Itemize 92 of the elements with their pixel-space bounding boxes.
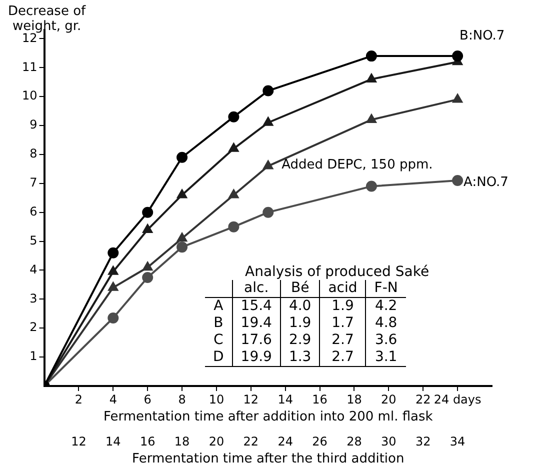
data-label: 1.9 bbox=[280, 315, 320, 332]
y-tick-label: 7 bbox=[30, 176, 38, 190]
point bbox=[142, 206, 154, 218]
y-tick-label: 10 bbox=[22, 88, 38, 103]
data-label: 2.7 bbox=[320, 332, 366, 349]
x-tick-label: 2 bbox=[74, 392, 83, 406]
x2-tick-label: 26 bbox=[312, 434, 328, 448]
data-label: 2.9 bbox=[280, 332, 320, 349]
point bbox=[262, 206, 274, 218]
x2-tick-label: 34 bbox=[450, 434, 466, 448]
category-label: A bbox=[212, 298, 224, 315]
x2-tick-label: 18 bbox=[174, 434, 190, 448]
x2-tick-label: 22 bbox=[243, 434, 259, 448]
point bbox=[108, 247, 119, 258]
x-tick-label: 12 bbox=[243, 392, 259, 406]
x2-axis-title: Fermentation time after the third addition bbox=[132, 452, 404, 467]
y-tick-label: 11 bbox=[22, 60, 38, 74]
point bbox=[177, 232, 187, 242]
y-tick-label: 4 bbox=[30, 262, 38, 276]
point bbox=[228, 221, 240, 232]
x-tick-label: 8 bbox=[178, 392, 186, 406]
point bbox=[452, 175, 464, 186]
x-tick-label: 6 bbox=[144, 392, 152, 406]
y-tick-label: 5 bbox=[30, 233, 38, 248]
x-tick-label: 14 bbox=[278, 392, 293, 406]
point bbox=[142, 272, 154, 283]
category-label: B bbox=[212, 315, 224, 332]
point bbox=[108, 312, 119, 324]
category-label: C bbox=[212, 332, 224, 349]
point bbox=[366, 50, 377, 62]
data-label: 17.6 bbox=[232, 332, 280, 349]
point bbox=[452, 50, 464, 62]
point bbox=[142, 262, 152, 271]
x-tick-label: 24 days bbox=[434, 392, 482, 406]
series-label: A:NO.7 bbox=[464, 174, 508, 190]
data-label: 4.8 bbox=[366, 315, 406, 332]
annotation: Added DEPC, 150 ppm. bbox=[282, 158, 433, 173]
y-tick-label: 1 bbox=[30, 349, 38, 364]
series-label: B:NO.7 bbox=[460, 28, 505, 44]
category-label: D bbox=[205, 349, 232, 366]
legend-label: alc. bbox=[232, 280, 280, 298]
x2-tick-label: 12 bbox=[71, 434, 86, 448]
y-tick-label: 6 bbox=[30, 204, 38, 218]
data-label: 4.2 bbox=[366, 298, 406, 315]
x2-tick-label: 20 bbox=[208, 434, 224, 448]
data-label: 1.7 bbox=[320, 315, 366, 332]
point bbox=[366, 114, 376, 123]
y-tick-label: 9 bbox=[30, 118, 38, 132]
x-tick-label: 10 bbox=[208, 392, 224, 406]
point bbox=[452, 94, 462, 103]
point bbox=[262, 85, 274, 96]
point bbox=[176, 152, 188, 163]
x2-tick-label: 30 bbox=[381, 434, 396, 448]
data-label: 3.1 bbox=[366, 349, 406, 366]
point bbox=[228, 189, 239, 198]
data-label: 1.9 bbox=[320, 298, 366, 315]
data-label: 2.7 bbox=[320, 349, 366, 366]
point bbox=[108, 282, 118, 291]
x2-tick-label: 14 bbox=[106, 434, 121, 448]
x2-tick-label: 28 bbox=[346, 434, 362, 448]
point bbox=[228, 143, 239, 152]
x-axis-title: Fermentation time after addition into 200 ml. flask bbox=[103, 410, 434, 425]
x2-tick-label: 24 bbox=[278, 434, 293, 448]
legend-label: F-N bbox=[366, 280, 406, 298]
point bbox=[366, 180, 377, 192]
data-label: 19.9 bbox=[232, 349, 280, 366]
x-tick-label: 18 bbox=[346, 392, 362, 406]
point bbox=[263, 117, 274, 126]
data-label: 3.6 bbox=[366, 332, 406, 349]
legend-label: Bé bbox=[280, 280, 320, 298]
point bbox=[263, 160, 274, 170]
point bbox=[142, 224, 152, 233]
point bbox=[366, 74, 376, 82]
point bbox=[108, 266, 118, 275]
x2-tick-label: 32 bbox=[415, 434, 431, 448]
text: Analysis of produced Saké bbox=[245, 264, 430, 280]
x-tick-label: 22 bbox=[415, 392, 431, 406]
y-tick-label: 3 bbox=[30, 291, 38, 306]
data-label: 4.0 bbox=[280, 298, 320, 315]
x-tick-label: 16 bbox=[312, 392, 328, 406]
data-label: 1.3 bbox=[280, 349, 320, 366]
legend-label: acid bbox=[320, 280, 366, 298]
point bbox=[177, 189, 187, 198]
point bbox=[176, 242, 188, 253]
y-tick-label: 2 bbox=[30, 320, 38, 334]
x-tick-label: 20 bbox=[381, 392, 396, 406]
data-label: 15.4 bbox=[232, 298, 280, 315]
x2-tick-label: 16 bbox=[140, 434, 156, 448]
x-tick-label: 4 bbox=[109, 392, 117, 406]
point bbox=[228, 111, 240, 122]
data-label: 19.4 bbox=[232, 315, 280, 332]
y-tick-label: 8 bbox=[30, 146, 38, 161]
